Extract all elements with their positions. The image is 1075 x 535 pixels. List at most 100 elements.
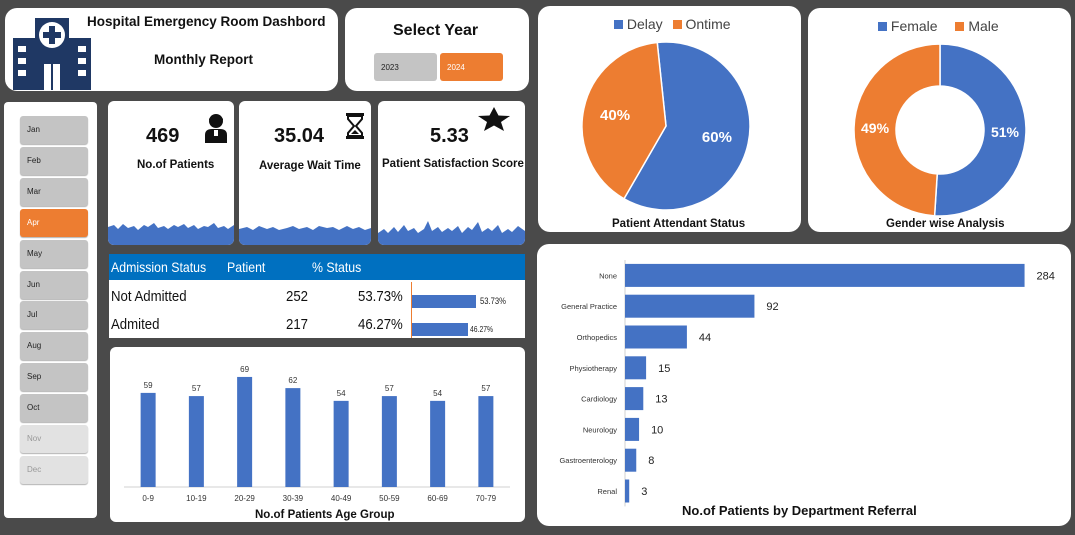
col-header-status: Admission Status <box>111 259 207 275</box>
row-patients: 252 <box>286 288 309 305</box>
gender-chart-title: Gender wise Analysis <box>886 218 1005 230</box>
dept-category-label: Cardiology <box>581 395 617 404</box>
month-label: Aug <box>27 341 42 350</box>
dept-bar <box>625 356 647 380</box>
month-dec-button[interactable]: Dec <box>20 456 88 484</box>
dept-bar-value: 3 <box>641 486 647 498</box>
age-tick-label: 70-79 <box>476 494 497 503</box>
dept-bar <box>625 263 1025 287</box>
dept-bar-value: 8 <box>648 455 654 467</box>
pie-slice <box>581 41 667 200</box>
person-icon <box>205 114 227 143</box>
row-databar-label: 53.73% <box>480 296 506 306</box>
dept-category-label: Physiotherapy <box>569 364 617 373</box>
month-jul-button[interactable]: Jul <box>20 301 88 329</box>
month-mar-button[interactable]: Mar <box>20 178 88 206</box>
attendant-pie-chart: 60% 40% <box>581 41 751 211</box>
kpi-satisfaction-label: Patient Satisfaction Score <box>382 158 524 170</box>
month-jun-button[interactable]: Jun <box>20 271 88 299</box>
attendant-legend: Delay Ontime <box>614 16 731 32</box>
month-sep-button[interactable]: Sep <box>20 363 88 391</box>
dept-bar-value: 15 <box>658 363 670 375</box>
month-label: Jun <box>27 280 40 289</box>
donut-slice-label: 51% <box>991 124 1020 140</box>
legend-delay-label: Delay <box>626 16 663 32</box>
gender-donut-chart: 51% 49% <box>853 43 1027 217</box>
attendant-chart-title: Patient Attendant Status <box>612 218 746 230</box>
col-header-percent: % Status <box>312 259 362 275</box>
month-label: Mar <box>27 187 41 196</box>
legend-ontime-swatch <box>672 20 682 29</box>
kpi-wait-time-value: 35.04 <box>274 125 325 147</box>
pie-slice <box>622 41 751 211</box>
table-row: Not Admitted 252 53.73% 53.73% <box>109 282 525 310</box>
age-tick-label: 60-69 <box>427 494 448 503</box>
donut-slice <box>853 43 941 217</box>
age-tick-label: 50-59 <box>379 494 400 503</box>
kpi-patients-value: 469 <box>146 125 180 147</box>
age-bar-value: 62 <box>288 376 297 385</box>
donut-slice-label: 49% <box>861 120 890 136</box>
age-bar-value: 59 <box>144 381 153 390</box>
donut-slice <box>933 43 1027 217</box>
admission-table-header: Admission Status Patient % Status <box>109 254 525 280</box>
age-bar <box>381 396 397 487</box>
row-percent: 46.27% <box>358 316 403 333</box>
age-tick-label: 0-9 <box>142 494 154 503</box>
dept-bar <box>625 448 637 472</box>
year-select-card: Select Year 2023 2024 <box>345 8 529 91</box>
year-2023-label: 2023 <box>381 63 399 72</box>
age-bar-value: 57 <box>481 384 490 393</box>
dept-bar <box>625 417 640 441</box>
age-tick-label: 10-19 <box>186 494 207 503</box>
dept-bar-value: 10 <box>651 424 663 436</box>
kpi-wait-time-sparkline <box>239 226 371 245</box>
dept-category-label: Gastroenterology <box>559 456 617 465</box>
age-tick-label: 30-39 <box>283 494 304 503</box>
attendant-status-card: Delay Ontime 60% 40% Patient Attendant St… <box>538 6 801 232</box>
dept-chart-title: No.of Patients by Department Referral <box>682 503 917 518</box>
age-group-chart-card: 59 0-9 57 10-19 69 20-29 62 30-39 54 40-49 57 50-59… <box>110 347 525 522</box>
kpi-wait-time-card: 35.04 Average Wait Time <box>239 101 371 245</box>
dept-bar-value: 13 <box>655 394 667 406</box>
hourglass-icon <box>346 113 364 139</box>
kpi-wait-time-label: Average Wait Time <box>259 160 361 172</box>
age-bar-value: 69 <box>240 365 249 374</box>
age-tick-label: 40-49 <box>331 494 352 503</box>
legend-female-swatch <box>878 22 887 31</box>
age-bar <box>478 396 494 487</box>
gender-analysis-card: Female Male 51% 49% Gender wise Analysis <box>808 8 1071 232</box>
month-aug-button[interactable]: Aug <box>20 332 88 360</box>
month-apr-button[interactable]: Apr <box>20 209 88 237</box>
star-icon <box>478 107 510 131</box>
department-referral-card: None 284 General Practice 92 Orthopedics 44 Ph… <box>537 244 1071 526</box>
month-feb-button[interactable]: Feb <box>20 147 88 175</box>
month-may-button[interactable]: May <box>20 240 88 268</box>
month-nov-button[interactable]: Nov <box>20 425 88 453</box>
month-label: May <box>27 249 43 258</box>
legend-female-label: Female <box>890 18 938 34</box>
month-jan-button[interactable]: Jan <box>20 116 88 144</box>
title-card: Hospital Emergency Room Dashbord Monthly… <box>5 8 338 91</box>
dept-category-label: None <box>599 271 617 280</box>
dept-category-label: Renal <box>597 487 617 496</box>
year-select-title: Select Year <box>393 22 479 39</box>
month-label: Apr <box>27 218 40 227</box>
legend-ontime-label: Ontime <box>685 16 731 32</box>
dashboard-title: Hospital Emergency Room Dashbord <box>87 14 326 29</box>
row-status: Admited <box>111 316 160 333</box>
month-oct-button[interactable]: Oct <box>20 394 88 422</box>
legend-male-label: Male <box>968 18 999 34</box>
kpi-satisfaction-card: 5.33 Patient Satisfaction Score <box>378 101 525 245</box>
age-chart-title: No.of Patients Age Group <box>255 509 395 521</box>
hospital-icon <box>13 18 91 90</box>
year-2023-button[interactable]: 2023 <box>374 53 437 81</box>
month-label: Sep <box>27 372 42 381</box>
kpi-satisfaction-value: 5.33 <box>430 125 469 147</box>
pie-slice-label: 60% <box>702 129 732 146</box>
month-label: Jul <box>27 310 38 319</box>
row-databar <box>412 295 477 308</box>
age-bar <box>237 376 253 487</box>
age-group-chart: 59 0-9 57 10-19 69 20-29 62 30-39 54 40-49 57 50-59… <box>124 365 510 503</box>
year-2024-button[interactable]: 2024 <box>440 53 503 81</box>
